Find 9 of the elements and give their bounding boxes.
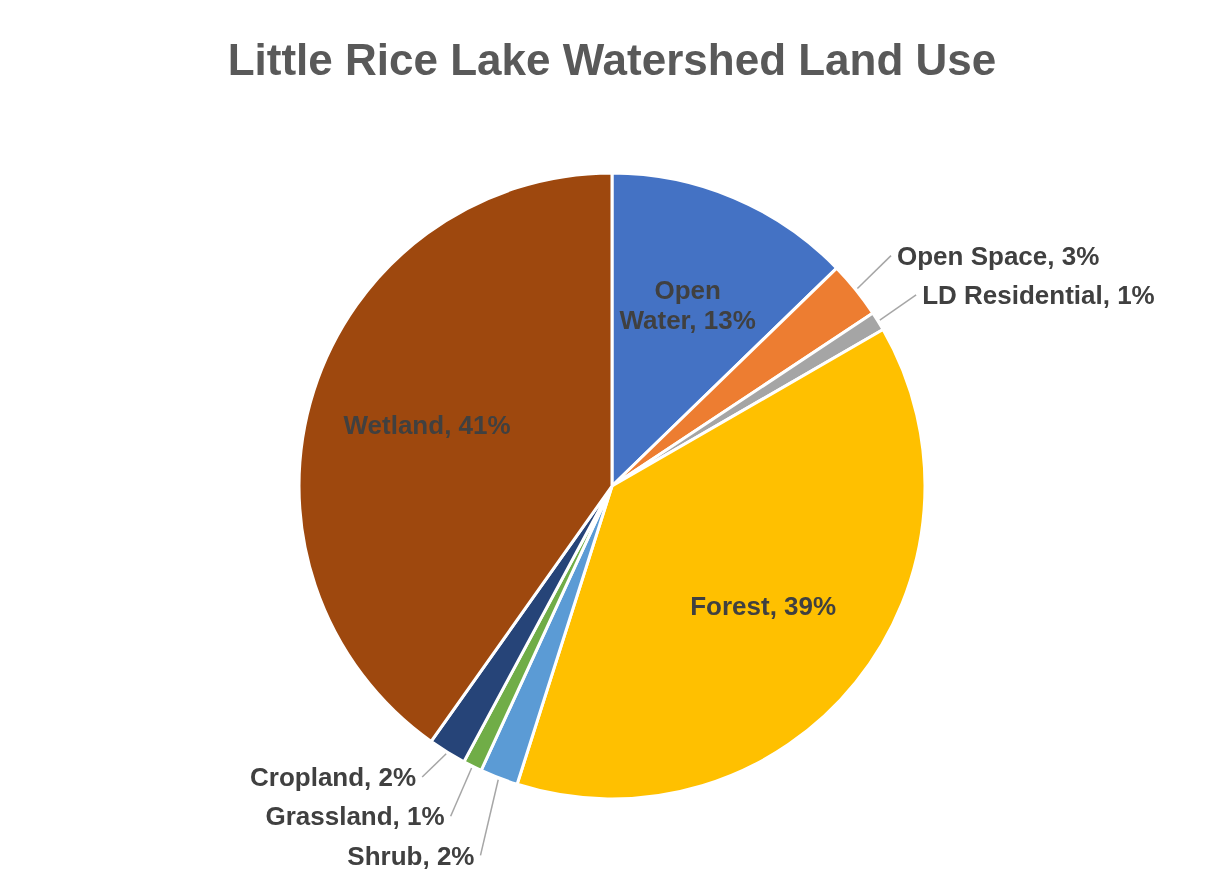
slice-label: Forest, 39% — [690, 590, 837, 621]
slice-label: LD Residential, 1% — [922, 279, 1155, 310]
chart-title: Little Rice Lake Watershed Land Use — [227, 35, 997, 84]
slice-label: Open Space, 3% — [897, 240, 1100, 271]
slice-label: Grassland, 1% — [265, 801, 445, 832]
slice-label: Cropland, 2% — [250, 762, 417, 793]
slice-label: Shrub, 2% — [347, 840, 475, 871]
slice-label: Wetland, 41% — [343, 410, 511, 441]
slice-label: Open Water, 13% — [619, 275, 756, 336]
